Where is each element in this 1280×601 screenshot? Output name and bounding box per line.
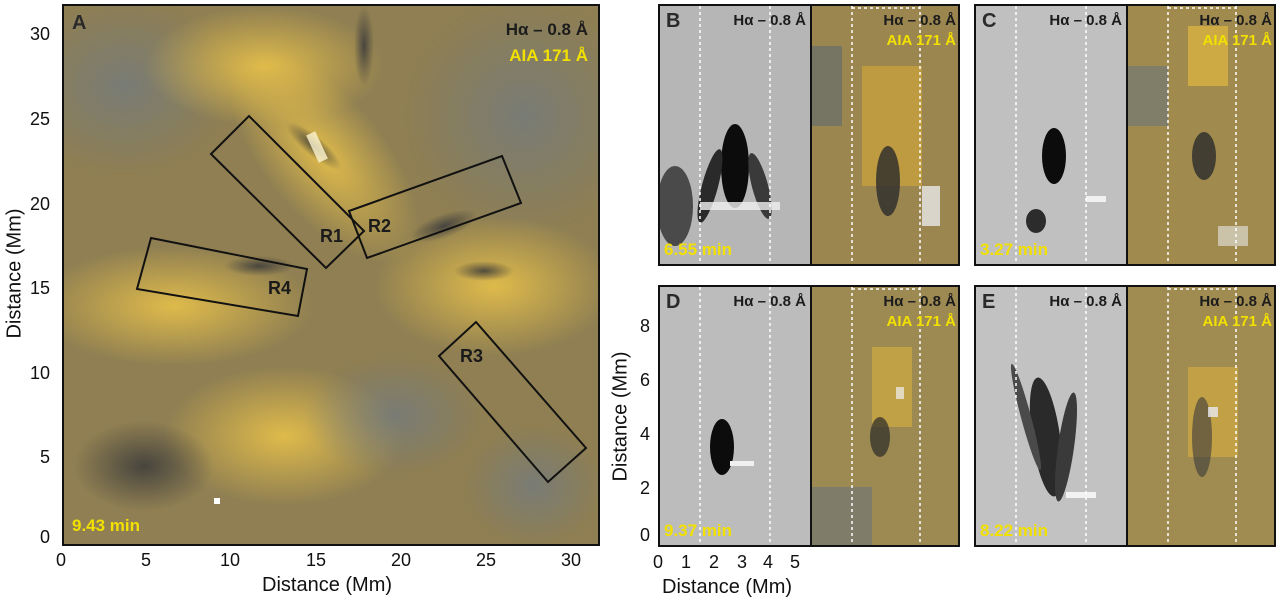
y-tick: 8 [640,316,651,336]
panel-d-ha-texture [660,287,810,545]
region-boxes [135,114,588,484]
panel-b-ha-texture [660,6,810,264]
panel-a-time: 9.43 min [72,516,141,535]
x-tick: 2 [709,552,720,572]
panel-c: Hα – 0.8 Å C 3.27 min Hα – 0.8 Å AIA 171… [974,4,1276,266]
panel-c-label: C [982,10,997,32]
region-label-r2: R2 [368,216,392,236]
y-tick: 0 [40,527,51,547]
panel-c-ha-texture [976,6,1126,264]
panel-b-aia-legend: AIA 171 Å [886,32,956,49]
panel-e: Hα – 0.8 Å E 8.22 min Hα – 0.8 Å AIA 171… [974,285,1276,547]
panel-e-ha-legend: Hα – 0.8 Å [1049,293,1122,310]
x-tick: 0 [653,552,664,572]
y-tick: 5 [40,447,51,467]
panel-b-aia-texture [812,6,958,264]
panel-c-ha-legend: Hα – 0.8 Å [1049,12,1122,29]
y-tick: 25 [30,109,51,129]
x-tick: 20 [391,550,412,570]
panel-e-aia-texture [1128,287,1274,545]
region-label-r3: R3 [460,346,484,366]
panel-d-ha-image: Hα – 0.8 Å D 9.37 min [660,287,810,545]
x-tick: 15 [306,550,327,570]
region-box-r4 [135,236,309,318]
y-tick: 2 [640,478,651,498]
panel-e-aia-ha-legend: Hα – 0.8 Å [1199,293,1272,310]
x-tick: 1 [681,552,692,572]
panel-a-aia-legend: AIA 171 Å [509,46,588,65]
y-tick: 30 [30,24,51,44]
y-tick: 20 [30,194,51,214]
x-tick: 4 [763,552,774,572]
region-label-r1: R1 [320,226,344,246]
panel-d-aia-ha-legend: Hα – 0.8 Å [883,293,956,310]
x-tick: 5 [141,550,152,570]
y-tick: 10 [30,363,51,383]
panel-a-image: A Hα – 0.8 Å AIA 171 Å 9.43 min R1 R2 R3… [62,4,600,546]
panel-d-time: 9.37 min [664,521,733,540]
panel-e-aia-legend: AIA 171 Å [1202,313,1272,330]
panel-a-label: A [72,12,87,34]
panel-c-aia-image: Hα – 0.8 Å AIA 171 Å [1126,6,1274,264]
panel-d-aia-legend: AIA 171 Å [886,313,956,330]
x-tick: 3 [737,552,748,572]
panel-b-ha-image: Hα – 0.8 Å B 6.55 min [660,6,810,264]
x-tick: 5 [790,552,801,572]
x-tick: 10 [220,550,241,570]
panel-b: Hα – 0.8 Å B 6.55 min Hα – 0.8 Å AIA 171… [658,4,960,266]
x-tick: 25 [476,550,497,570]
region-box-r2 [347,154,523,260]
panel-a-ylabel: Distance (Mm) [3,208,26,339]
y-tick: 6 [640,370,651,390]
panel-e-ha-image: Hα – 0.8 Å E 8.22 min [976,287,1126,545]
panel-d-ylabel: Distance (Mm) [609,351,632,482]
panel-a-texture [64,6,598,544]
panel-e-ha-texture [976,287,1126,545]
panel-d-ha-legend: Hα – 0.8 Å [733,293,806,310]
panel-e-time: 8.22 min [980,521,1049,540]
panel-d-aia-texture [812,287,958,545]
region-label-r4: R4 [268,278,292,298]
x-tick: 0 [56,550,67,570]
panel-a-ha-legend: Hα – 0.8 Å [505,20,588,39]
y-tick: 0 [640,525,651,545]
panel-a-xlabel: Distance (Mm) [262,574,393,596]
panel-d-label: D [666,291,681,313]
panel-b-time: 6.55 min [664,240,733,259]
panel-e-aia-image: Hα – 0.8 Å AIA 171 Å [1126,287,1274,545]
panel-c-aia-ha-legend: Hα – 0.8 Å [1199,12,1272,29]
panel-e-label: E [982,291,996,313]
panel-d: Hα – 0.8 Å D 9.37 min Hα – 0.8 Å AIA 171… [658,285,960,547]
panel-b-ha-legend: Hα – 0.8 Å [733,12,806,29]
panel-d-aia-image: Hα – 0.8 Å AIA 171 Å [810,287,958,545]
panel-c-ha-image: Hα – 0.8 Å C 3.27 min [976,6,1126,264]
panel-b-label: B [666,10,681,32]
panel-c-time: 3.27 min [980,240,1049,259]
panel-b-aia-ha-legend: Hα – 0.8 Å [883,12,956,29]
panel-b-aia-image: Hα – 0.8 Å AIA 171 Å [810,6,958,264]
region-box-r3 [437,320,588,484]
region-box-r1 [209,114,366,270]
y-tick: 15 [30,278,51,298]
panel-c-aia-texture [1128,6,1274,264]
x-tick: 30 [561,550,582,570]
y-tick: 4 [640,424,651,444]
panel-d-xlabel: Distance (Mm) [662,576,793,598]
panel-c-aia-legend: AIA 171 Å [1202,32,1272,49]
